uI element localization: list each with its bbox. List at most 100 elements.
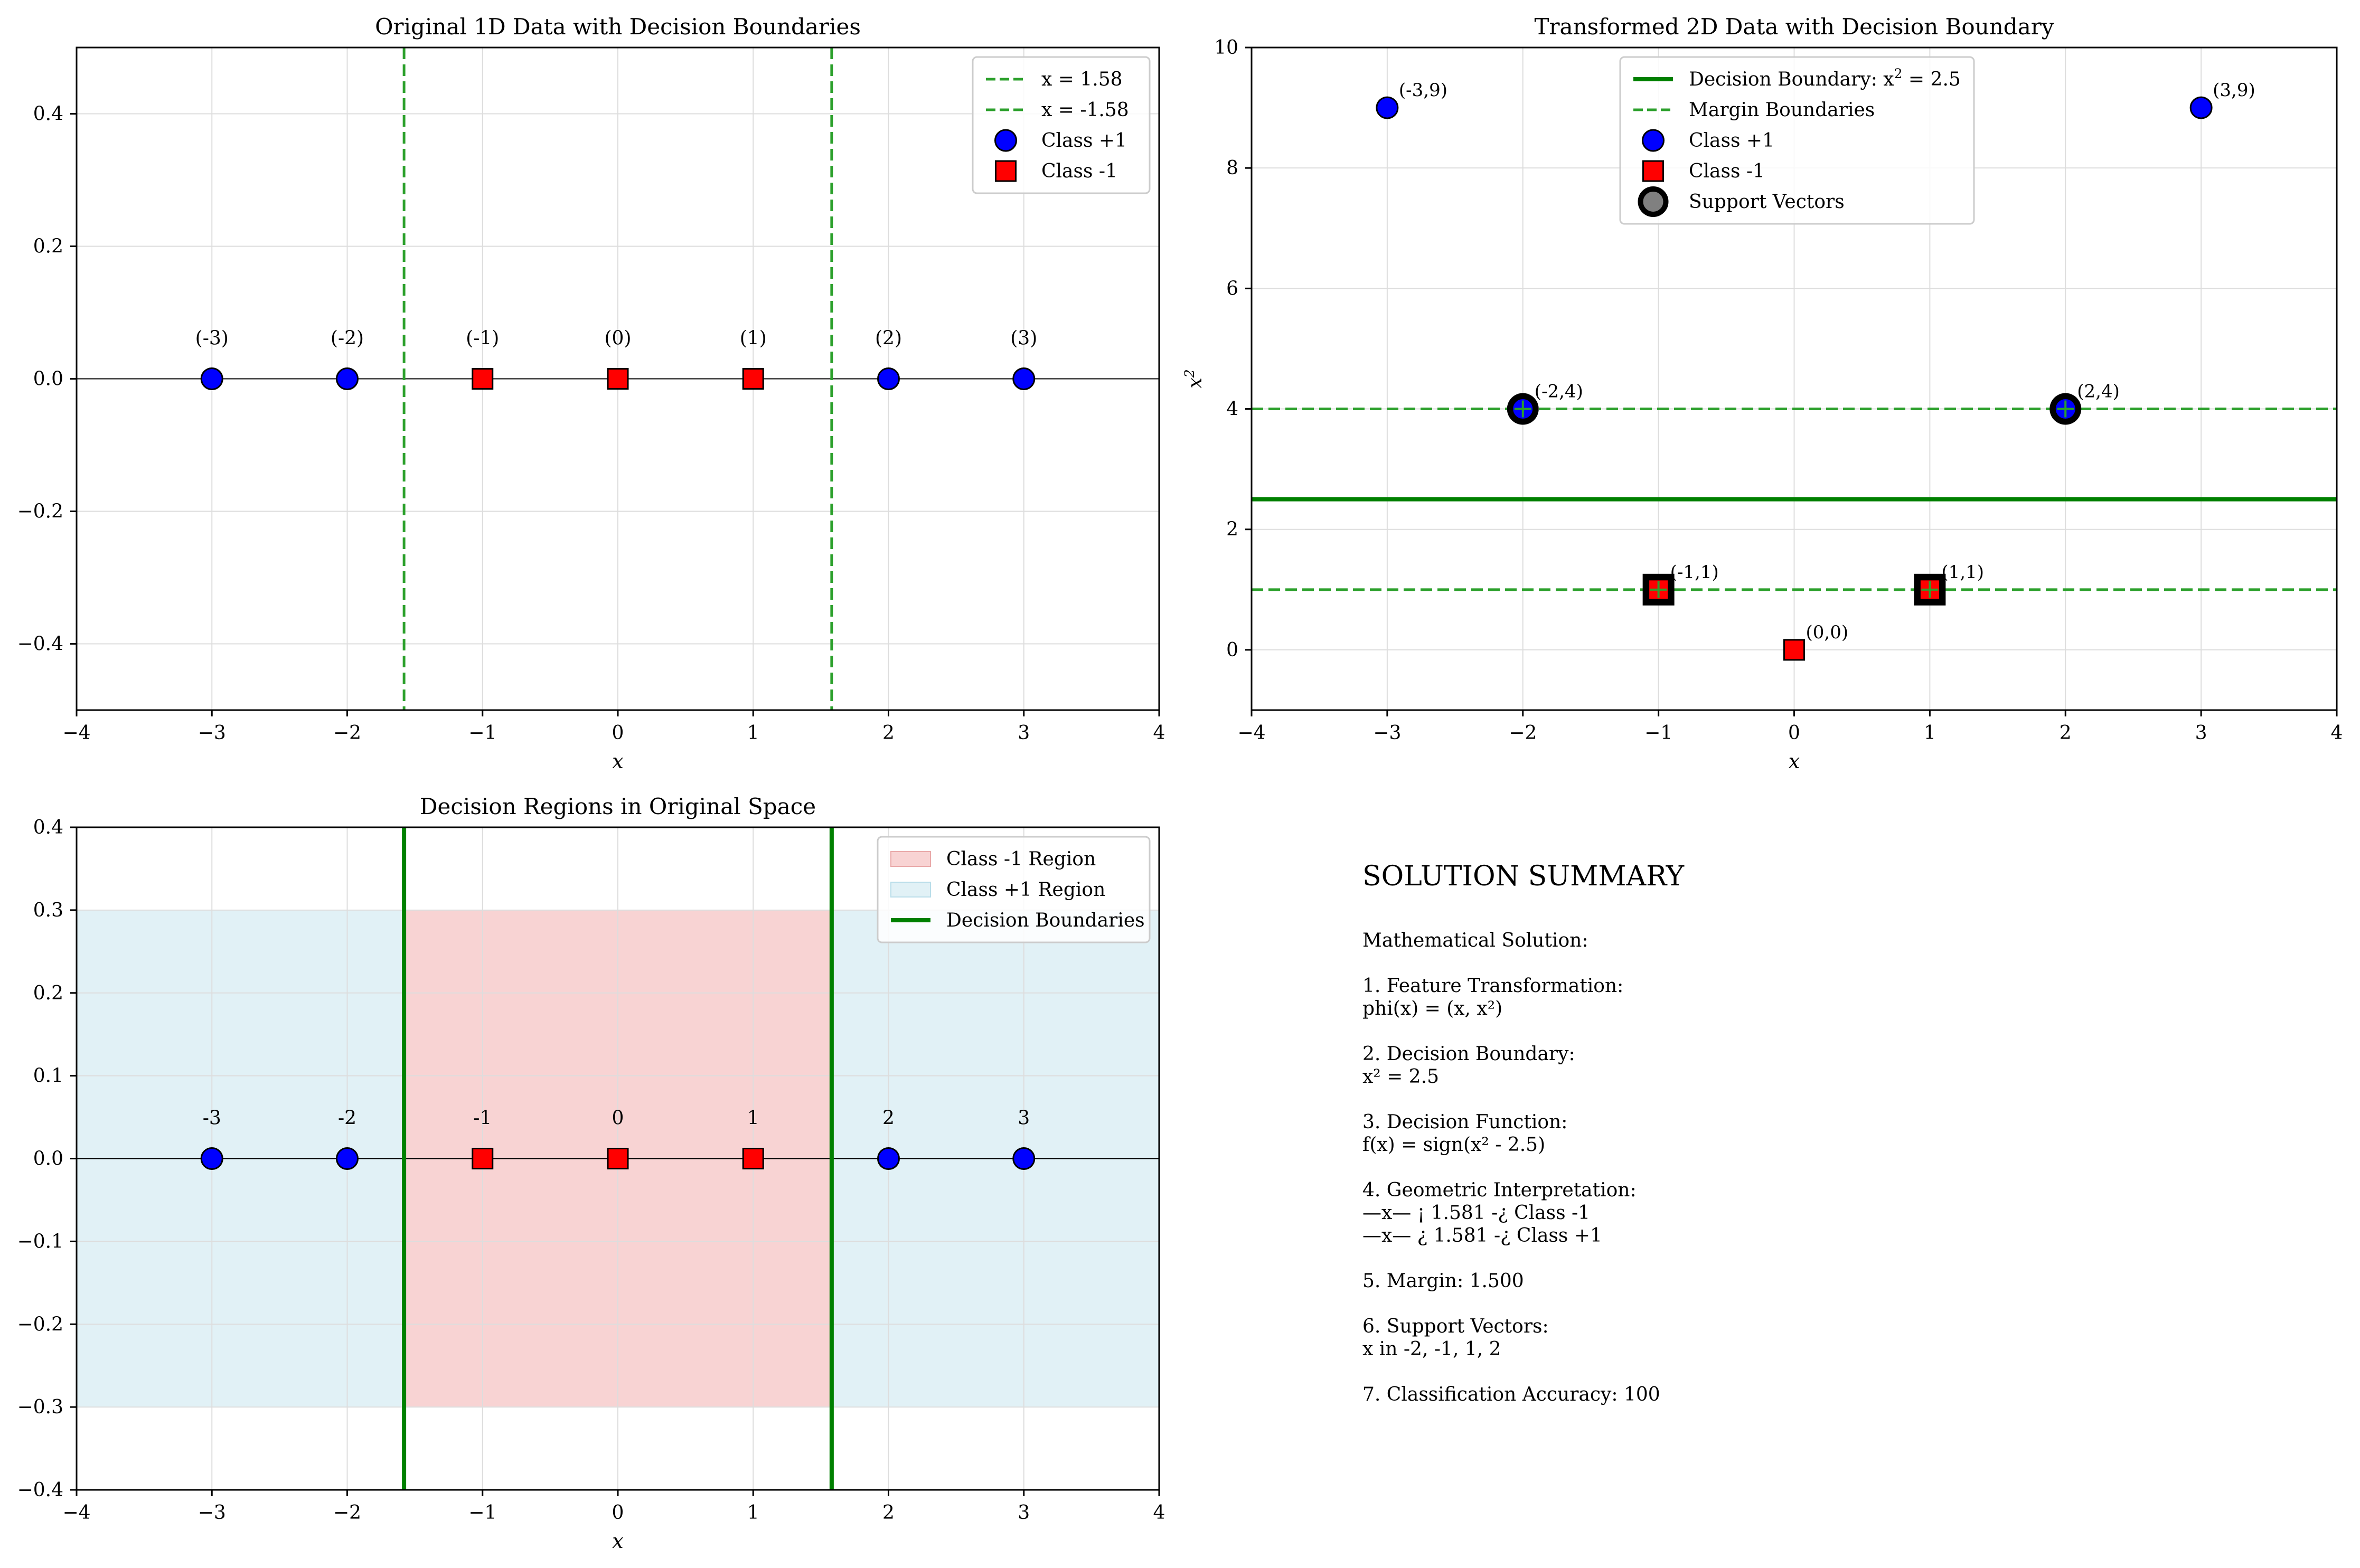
legend: x = 1.58 x = -1.58 Class +1 Class -1 <box>972 56 1151 194</box>
legend-box <box>972 56 1151 194</box>
chart-3: -3 -2 -1 0 1 2 3 −4 −3 −2 −1 0 1 2 3 4 −0.4 −0.3 −0.2 −0.1 0… <box>17 794 1165 1553</box>
class-neg-point <box>742 1148 764 1169</box>
y-tick-label: 0.2 <box>33 236 63 258</box>
legend: Class -1 Region Class +1 Region Decision B… <box>877 836 1151 943</box>
y-tick-label: −0.4 <box>17 634 63 655</box>
x-tick-label: 1 <box>747 1502 759 1524</box>
x-tick-label: 4 <box>1153 1502 1165 1524</box>
x-tick-label: 2 <box>882 722 895 744</box>
summary-line: —x— ¡ 1.581 -¿ Class -1 <box>1362 1202 1591 1224</box>
legend-label: Class -1 Region <box>946 848 1096 870</box>
y-tick-label: 0.4 <box>33 817 63 838</box>
legend-label: Support Vectors <box>1689 191 1845 213</box>
x-tick-label: −1 <box>468 722 496 744</box>
class-neg-point <box>607 368 629 390</box>
x-tick-label: −4 <box>1237 722 1265 744</box>
x-tick-label: 2 <box>882 1502 895 1524</box>
summary-line <box>1362 1292 2260 1315</box>
x-tick-label: 4 <box>2331 722 2343 744</box>
point-annotation: (3,9) <box>2213 80 2255 101</box>
x-tick-label: 3 <box>1018 1502 1030 1524</box>
chart-title: Original 1D Data with Decision Boundarie… <box>375 14 861 40</box>
point-annotation: 1 <box>747 1108 759 1129</box>
class-neg-point <box>472 1148 494 1169</box>
x-tick-label: 0 <box>612 722 624 744</box>
point-annotation: 3 <box>1018 1108 1030 1129</box>
point-annotation: (-3,9) <box>1399 80 1447 101</box>
x-tick-label: −1 <box>468 1502 496 1524</box>
x-tick-label: 0 <box>612 1502 624 1524</box>
summary-line <box>1362 1361 2260 1383</box>
y-tick-label: 8 <box>1226 157 1238 179</box>
y-tick-label: 0 <box>1226 639 1238 661</box>
legend-square-marker <box>1642 160 1664 182</box>
legend-label: Class -1 <box>1689 160 1765 182</box>
legend-label: Decision Boundary: x2 = 2.5 <box>1689 66 1961 91</box>
chart-title: Transformed 2D Data with Decision Bounda… <box>1534 14 2054 40</box>
class-pos-point <box>1376 96 1399 119</box>
summary-line: phi(x) = (x, x²) <box>1362 998 1503 1019</box>
summary-line <box>1362 952 2260 975</box>
legend: Decision Boundary: x2 = 2.5 Margin Bounda… <box>1619 56 1975 225</box>
class-pos-point <box>1012 367 1036 390</box>
legend-circle-marker <box>1642 129 1665 152</box>
y-tick-label: 0.3 <box>33 900 63 921</box>
summary-line <box>1362 1156 2260 1179</box>
summary-line: f(x) = sign(x² - 2.5) <box>1362 1134 1546 1156</box>
x-tick-label: −3 <box>198 722 226 744</box>
legend-label: Class -1 <box>1041 160 1117 182</box>
summary-line: —x— ¿ 1.581 -¿ Class +1 <box>1362 1225 1602 1246</box>
point-annotation: (0,0) <box>1806 622 1849 643</box>
y-tick-label: 0.0 <box>33 369 63 390</box>
point-annotation: (-3) <box>195 328 229 350</box>
class-neg-point <box>472 368 494 390</box>
point-annotation: (3) <box>1010 328 1037 350</box>
point-annotation: (1) <box>740 328 767 350</box>
summary-line: 1. Feature Transformation: <box>1362 975 1624 997</box>
y-tick-label: 10 <box>1214 37 1238 59</box>
class-neg-point <box>742 368 764 390</box>
class-neg-point <box>607 1148 629 1169</box>
summary-line: 5. Margin: 1.500 <box>1362 1270 1524 1292</box>
x-tick-label: −1 <box>1644 722 1672 744</box>
point-annotation: (2,4) <box>2077 381 2120 402</box>
y-tick-label: 0.1 <box>33 1065 63 1087</box>
class-pos-point <box>877 1147 900 1170</box>
x-tick-label: 3 <box>2195 722 2207 744</box>
x-tick-label: 3 <box>1018 722 1030 744</box>
class-pos-point <box>336 367 359 390</box>
y-tick-label: 4 <box>1226 399 1238 420</box>
legend-label: Class +1 <box>1689 130 1774 152</box>
summary-line: 3. Decision Function: <box>1362 1111 1568 1133</box>
class-pos-point <box>200 367 223 390</box>
y-tick-label: 0.2 <box>33 983 63 1004</box>
y-tick-label: −0.1 <box>17 1231 63 1252</box>
point-annotation: (1,1) <box>1941 562 1984 583</box>
x-tick-label: −4 <box>62 1502 90 1524</box>
point-annotation: (-2) <box>331 328 364 350</box>
legend-region-swatch <box>890 851 931 867</box>
class-pos-point <box>336 1147 359 1170</box>
legend-support-marker <box>1638 186 1669 217</box>
y-tick-label: −0.4 <box>17 1479 63 1501</box>
summary-line <box>1362 1247 2260 1270</box>
class-pos-point <box>877 367 900 390</box>
point-annotation: (-2,4) <box>1535 381 1583 402</box>
point-annotation: 0 <box>612 1108 624 1129</box>
x-tick-label: −3 <box>1373 722 1401 744</box>
x-tick-label: 0 <box>1788 722 1800 744</box>
x-tick-label: −3 <box>198 1502 226 1524</box>
summary-line: 2. Decision Boundary: <box>1362 1043 1575 1065</box>
legend-label: x = -1.58 <box>1041 99 1129 121</box>
point-annotation: -3 <box>203 1108 221 1129</box>
summary-line: x² = 2.5 <box>1362 1066 1440 1088</box>
legend-label: Class +1 Region <box>946 879 1105 901</box>
solution-summary: SOLUTION SUMMARY Mathematical Solution: … <box>1362 861 2260 1406</box>
point-annotation: (0) <box>605 328 632 350</box>
class-pos-point <box>2189 96 2213 119</box>
legend-box <box>877 836 1151 943</box>
x-tick-label: −2 <box>1509 722 1537 744</box>
y-tick-label: −0.3 <box>17 1396 63 1418</box>
point-annotation: (-1) <box>466 328 499 350</box>
x-axis-label: x <box>612 750 623 773</box>
